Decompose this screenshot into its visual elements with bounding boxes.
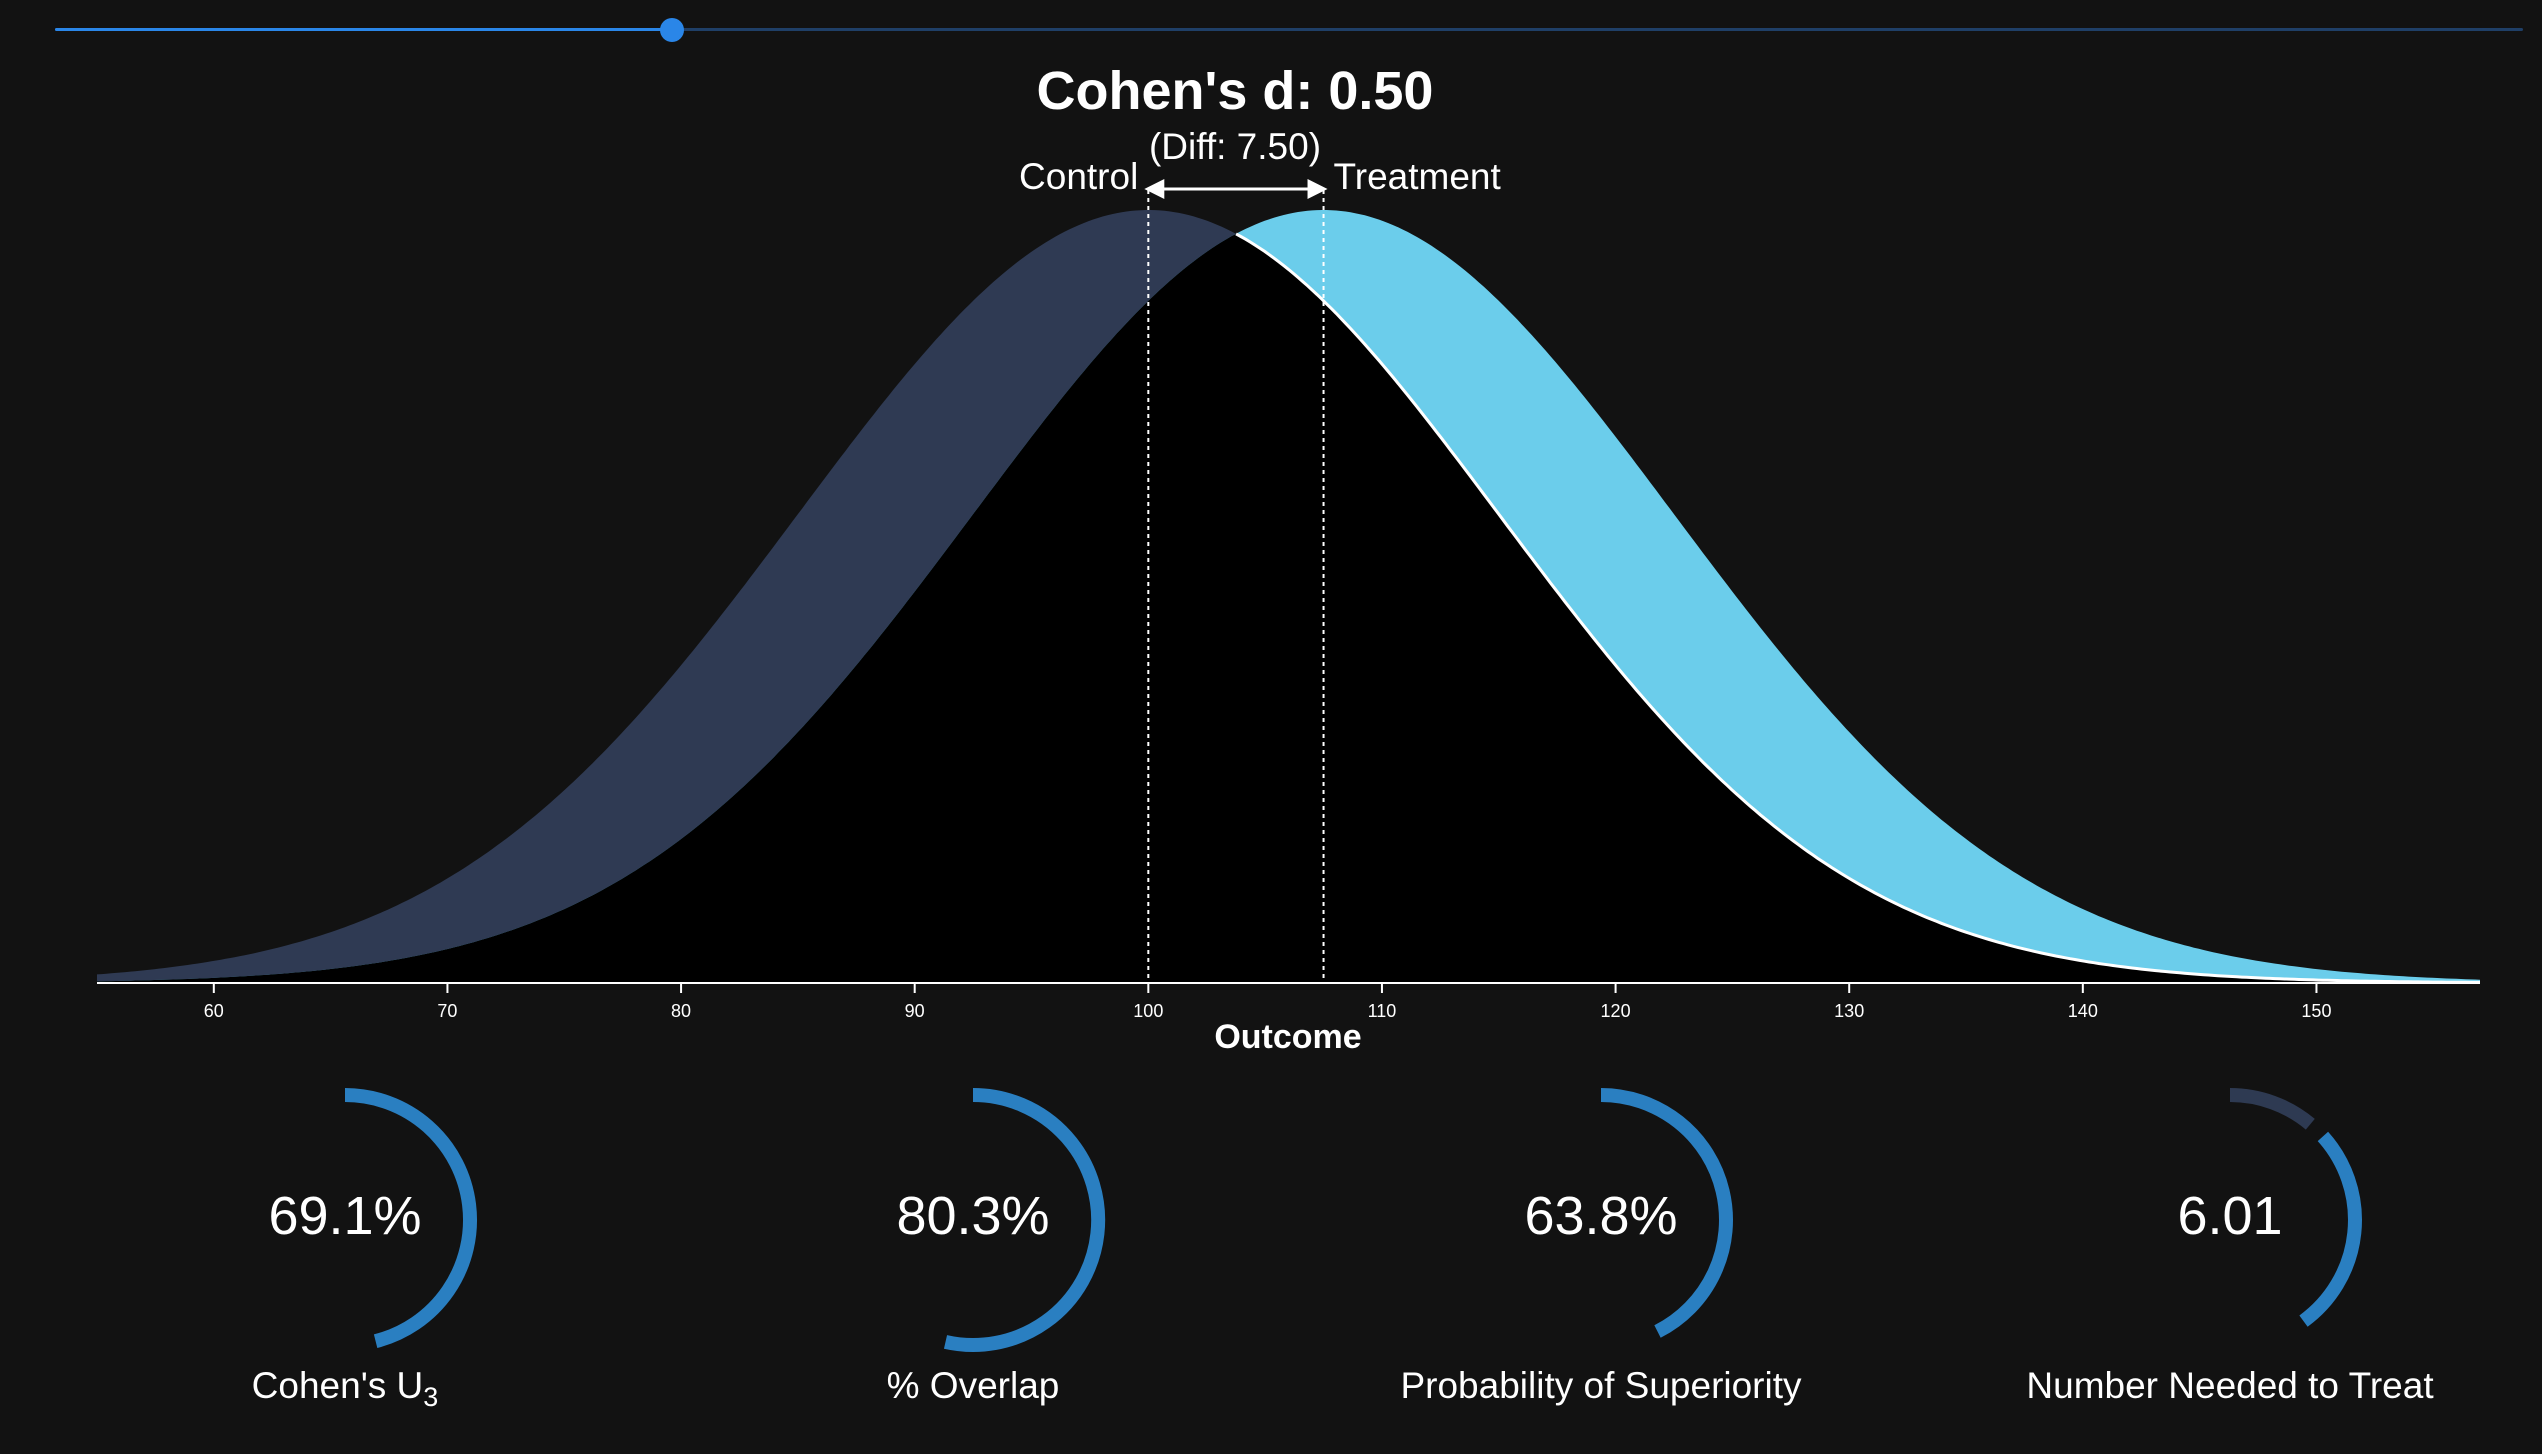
gauge-label: Number Needed to Treat	[2026, 1365, 2434, 1406]
control-curve-outline	[1235, 232, 2480, 984]
x-tick-label: 130	[1834, 1001, 1864, 1021]
gauge-arc	[943, 1088, 1106, 1352]
gauge-value: 63.8%	[1524, 1186, 1678, 1246]
overlap-region	[97, 233, 2480, 983]
gauge-cohens-u3: 69.1% Cohen's U3	[95, 1075, 595, 1415]
x-tick-label: 70	[437, 1001, 457, 1021]
slider-thumb[interactable]	[660, 18, 684, 42]
gauge-value: 80.3%	[896, 1186, 1050, 1246]
distribution-chart: 60 70 80 90 100 110 120 130 140 150 Cohen's d: 0.…	[97, 61, 2480, 1056]
gauge-label: Cohen's U3	[251, 1365, 439, 1412]
gauge-overlap: 80.3% % Overlap	[723, 1075, 1223, 1415]
x-tick-label: 120	[1601, 1001, 1631, 1021]
slider-track[interactable]	[55, 28, 2523, 31]
gauge-arc	[344, 1088, 478, 1348]
x-tick-label: 140	[2068, 1001, 2098, 1021]
effect-size-slider[interactable]	[55, 14, 2523, 46]
arrow-right-head	[1307, 179, 1328, 199]
chart-title: Cohen's d: 0.50	[1037, 61, 1434, 121]
chart-subtitle: (Diff: 7.50)	[1149, 126, 1321, 167]
gauge-arc	[2299, 1131, 2362, 1327]
gauge-label: % Overlap	[886, 1365, 1060, 1406]
gauge-arc	[1600, 1088, 1733, 1338]
x-tick-label: 150	[2301, 1001, 2331, 1021]
x-tick-label: 80	[671, 1001, 691, 1021]
x-tick-label: 60	[204, 1001, 224, 1021]
x-axis-title: Outcome	[1214, 1018, 1361, 1056]
treatment-label: Treatment	[1334, 156, 1502, 197]
slider-fill	[55, 28, 672, 31]
x-tick-label: 100	[1133, 1001, 1163, 1021]
control-label: Control	[1019, 156, 1138, 197]
x-tick-label: 110	[1368, 1001, 1397, 1021]
gauge-number-needed-to-treat: 6.01 Number Needed to Treat	[1980, 1075, 2480, 1415]
gauge-value: 6.01	[2177, 1186, 2283, 1246]
gauge-probability-of-superiority: 63.8% Probability of Superiority	[1351, 1075, 1851, 1415]
x-tick-label: 90	[905, 1001, 925, 1021]
gauge-label: Probability of Superiority	[1400, 1365, 1802, 1406]
arrow-left-head	[1144, 179, 1165, 199]
gauge-value: 69.1%	[268, 1186, 422, 1246]
gauge-track	[2229, 1088, 2315, 1130]
